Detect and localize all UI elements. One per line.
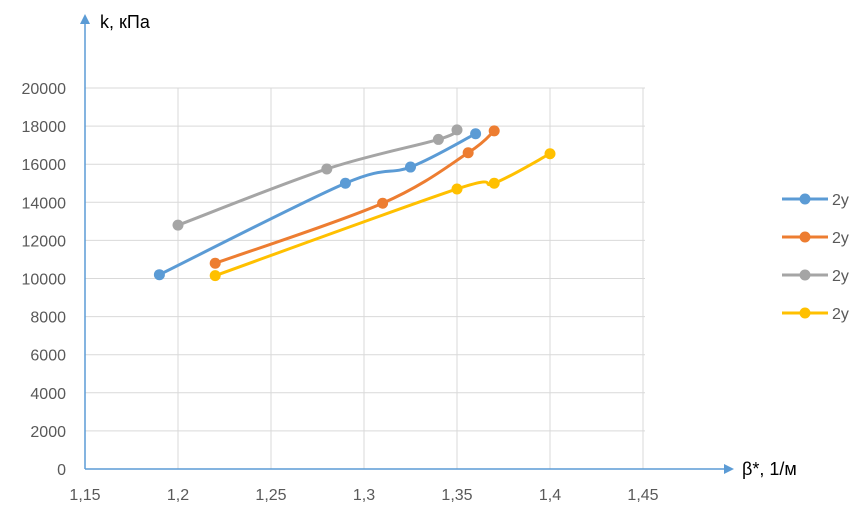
legend-label: 2у xyxy=(832,268,849,285)
data-point xyxy=(451,124,463,136)
legend-item: 2у xyxy=(782,268,849,285)
y-tick-label: 2000 xyxy=(30,424,66,441)
y-tick-label: 10000 xyxy=(22,272,67,289)
data-point xyxy=(451,183,463,195)
series-3 xyxy=(172,124,463,231)
y-axis-title: k, кПа xyxy=(100,12,151,32)
data-point xyxy=(488,177,500,189)
series-1 xyxy=(153,128,482,281)
y-tick-label: 18000 xyxy=(22,119,67,136)
series-line xyxy=(213,152,552,278)
ticks-layer: 0 2000 4000 6000 8000 10000 12000 14000 16000 180… xyxy=(22,81,659,504)
y-tick-label: 8000 xyxy=(30,310,66,327)
legend-item: 2у xyxy=(782,230,849,247)
legend-marker xyxy=(799,269,811,281)
y-tick-label: 6000 xyxy=(30,348,66,365)
legend-marker xyxy=(799,231,811,243)
y-tick-label: 20000 xyxy=(22,81,67,98)
legend-item: 2у xyxy=(782,306,849,323)
axes-layer xyxy=(80,14,734,474)
series-layer xyxy=(153,124,556,282)
data-point xyxy=(377,197,389,209)
y-tick-label: 12000 xyxy=(22,233,67,250)
data-point xyxy=(321,163,333,175)
x-tick-label: 1,3 xyxy=(353,487,375,504)
x-axis-title: β*, 1/м xyxy=(742,459,797,479)
series-4 xyxy=(209,148,556,282)
data-point xyxy=(462,147,474,159)
data-point xyxy=(488,125,500,137)
x-tick-label: 1,4 xyxy=(539,487,561,504)
data-point xyxy=(209,257,221,269)
legend-label: 2у xyxy=(832,192,849,209)
legend-marker xyxy=(799,193,811,205)
data-point xyxy=(470,128,482,140)
legend-item: 2у xyxy=(782,192,849,209)
data-point xyxy=(544,148,556,160)
legend: 2у 2у 2у 2у xyxy=(782,192,849,323)
grid-layer xyxy=(85,87,645,469)
x-tick-label: 1,35 xyxy=(441,487,472,504)
series-line xyxy=(176,128,459,227)
series-line xyxy=(157,132,478,277)
y-tick-label: 0 xyxy=(57,462,66,479)
x-tick-label: 1,2 xyxy=(167,487,189,504)
legend-label: 2у xyxy=(832,230,849,247)
series-2 xyxy=(209,125,500,269)
x-tick-label: 1,45 xyxy=(627,487,658,504)
y-tick-label: 16000 xyxy=(22,157,67,174)
data-point xyxy=(209,270,221,282)
x-tick-label: 1,15 xyxy=(69,487,100,504)
x-tick-label: 1,25 xyxy=(255,487,286,504)
data-point xyxy=(339,177,351,189)
data-point xyxy=(172,219,184,231)
data-point xyxy=(432,133,444,145)
y-tick-label: 14000 xyxy=(22,195,67,212)
series-line xyxy=(213,129,496,265)
legend-marker xyxy=(799,307,811,319)
data-point xyxy=(153,269,165,281)
data-point xyxy=(405,161,416,173)
legend-label: 2у xyxy=(832,306,849,323)
y-tick-label: 4000 xyxy=(30,386,66,403)
